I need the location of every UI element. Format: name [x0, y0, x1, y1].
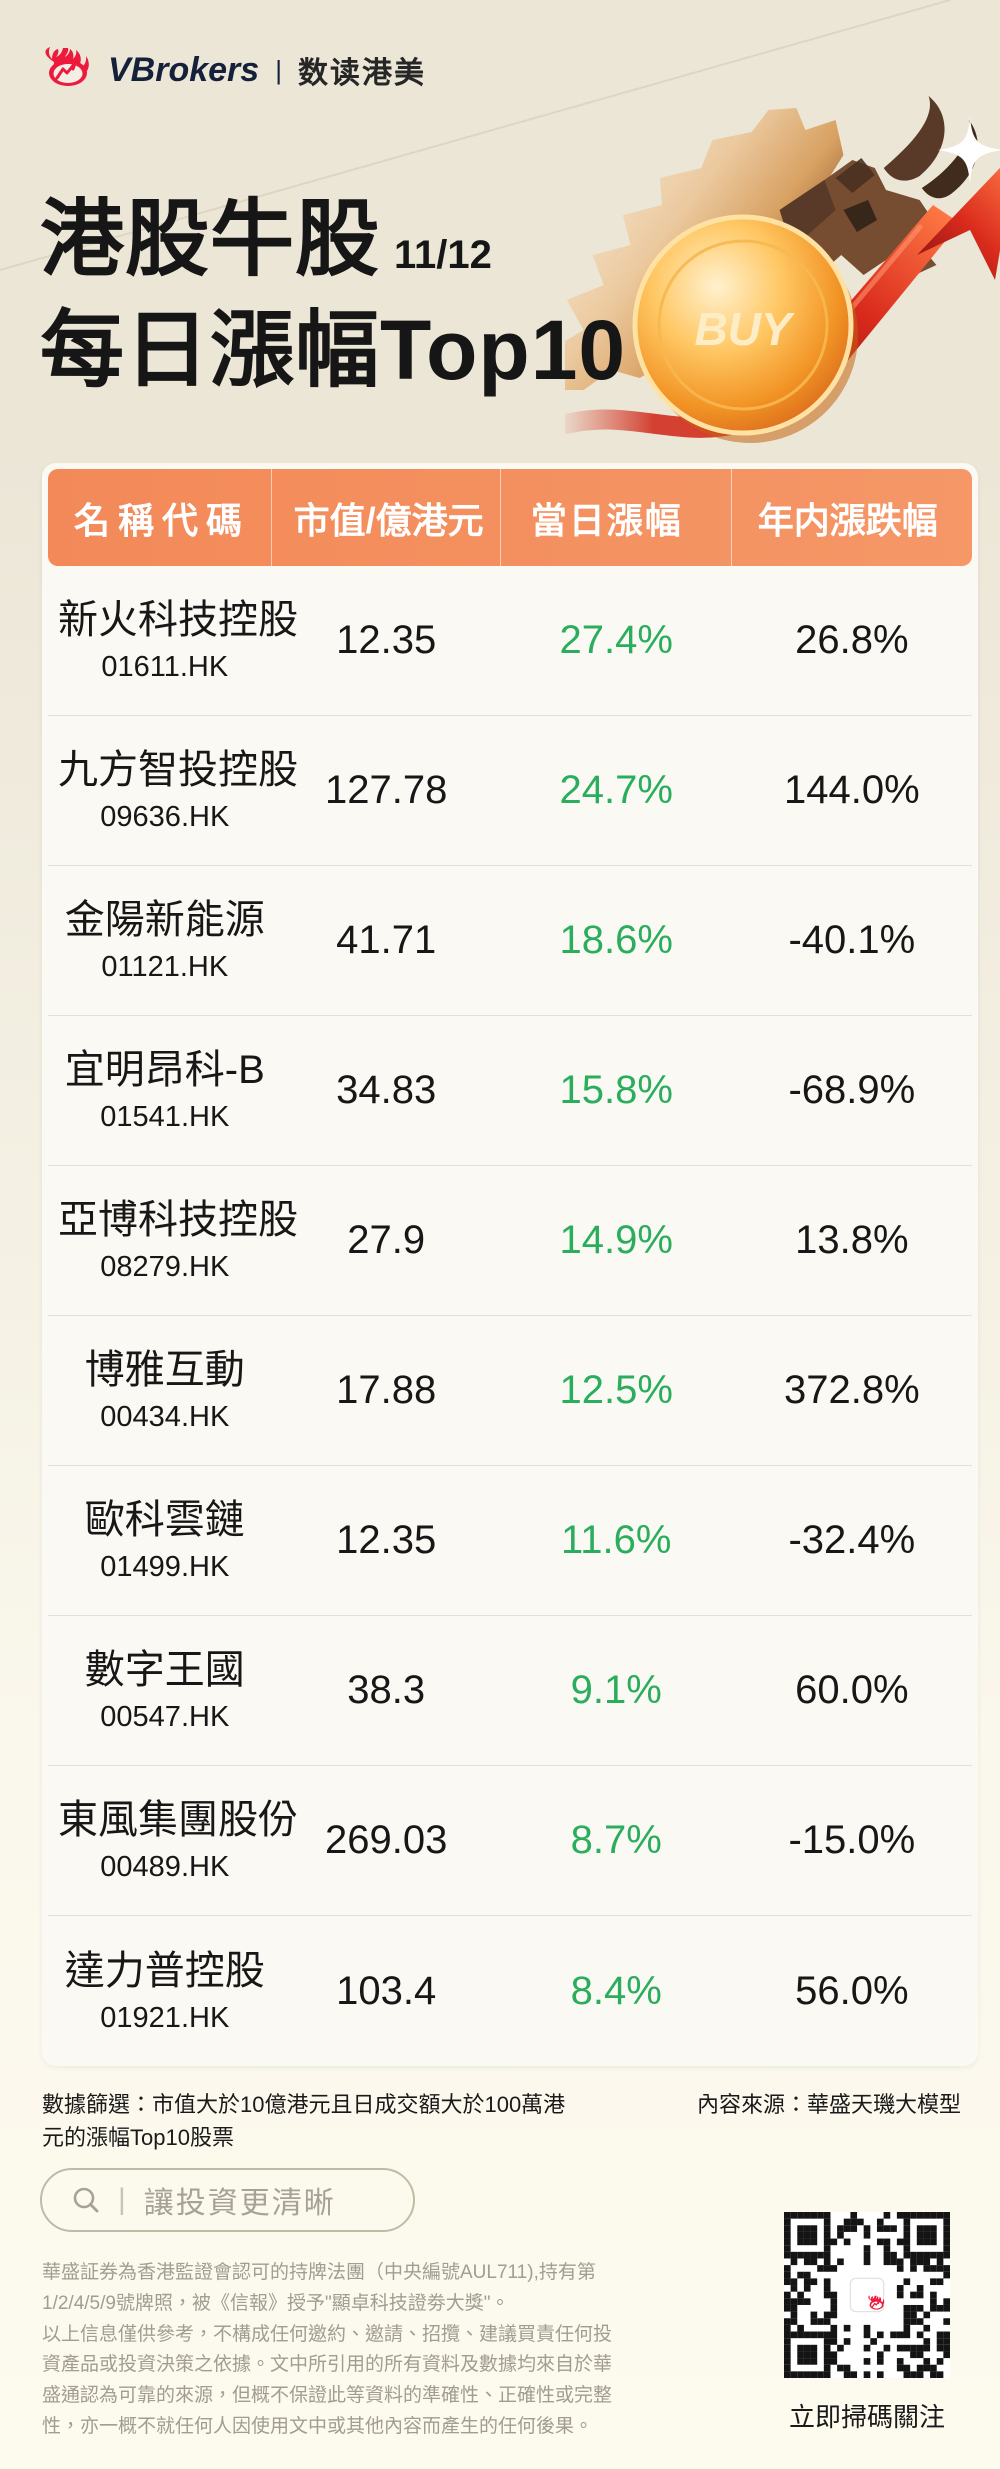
svg-text:BUY: BUY	[694, 303, 795, 355]
